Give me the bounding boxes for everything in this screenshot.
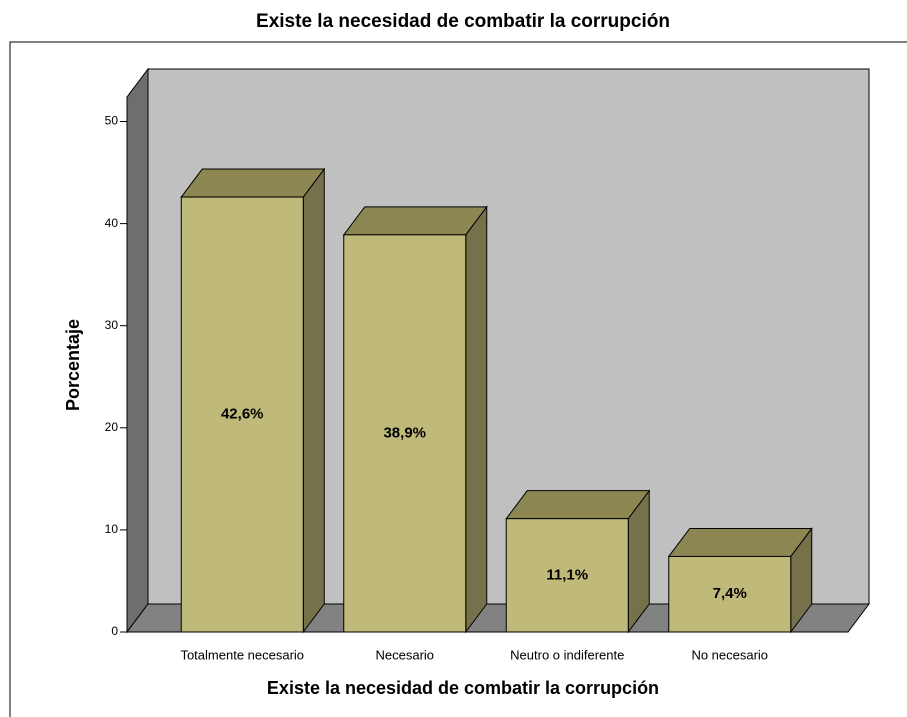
x-tick-label: No necesario [691,647,768,662]
value-label: 11,1% [546,566,588,583]
y-tick-label: 40 [105,216,119,230]
y-tick-label: 10 [105,522,119,536]
bar-side [465,205,488,634]
bar [180,196,304,633]
y-tick-label: 0 [111,624,118,638]
bar [505,518,629,633]
bar-side [302,167,325,634]
value-label: 38,9% [383,424,426,441]
bar-top [667,527,813,557]
bar-top [342,206,488,236]
left-wall [126,67,149,634]
value-label: 42,6% [221,405,264,422]
value-label: 7,4% [713,585,747,602]
x-tick-label: Totalmente necesario [180,647,304,662]
x-axis-label: Existe la necesidad de combatir la corru… [267,678,659,698]
frame [9,41,907,717]
x-tick-label: Neutro o indiferente [510,647,624,662]
bar [343,234,467,633]
y-tick-label: 20 [105,420,119,434]
y-axis-label: Porcentaje [63,319,83,411]
y-tick-label: 30 [105,318,119,332]
bar [668,555,792,633]
bar-top [180,168,326,198]
x-tick-label: Necesario [375,647,434,662]
y-tick-label: 50 [105,114,119,128]
chart-title: Existe la necesidad de combatir la corru… [256,11,670,32]
bar-top [505,490,651,520]
